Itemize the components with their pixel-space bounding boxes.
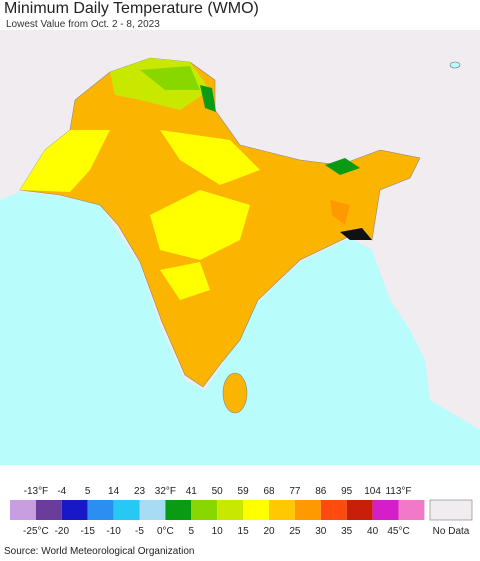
celsius-label: -20 <box>55 526 70 537</box>
celsius-label: 0°C <box>157 526 174 537</box>
region-green <box>140 66 200 90</box>
legend-swatch <box>165 500 192 520</box>
legend-swatch <box>191 500 218 520</box>
celsius-label: -25°C <box>23 526 49 537</box>
fahrenheit-label: 50 <box>212 486 224 497</box>
celsius-label: 5 <box>189 526 195 537</box>
celsius-label: 30 <box>315 526 327 537</box>
fahrenheit-label: 41 <box>186 486 198 497</box>
legend: -13°F -4 5 14 23 32°F 41 50 59 68 77 86 95 104 113°F -2… <box>10 486 473 537</box>
delta <box>340 228 372 240</box>
legend-swatch <box>61 500 88 520</box>
region-dark-orange <box>330 200 350 225</box>
celsius-label: -15 <box>80 526 95 537</box>
celsius-label: 10 <box>212 526 224 537</box>
celsius-label: 35 <box>341 526 353 537</box>
celsius-label: 45°C <box>387 526 409 537</box>
fahrenheit-label: 5 <box>85 486 91 497</box>
legend-swatch <box>139 500 166 520</box>
map <box>0 30 480 465</box>
celsius-label: 25 <box>289 526 301 537</box>
fahrenheit-label: -13°F <box>24 486 49 497</box>
region-yellow <box>150 190 250 260</box>
fahrenheit-label: 86 <box>315 486 327 497</box>
legend-swatch <box>320 500 347 520</box>
legend-swatch <box>10 500 36 520</box>
fahrenheit-label: 104 <box>364 486 381 497</box>
region-yellow <box>160 262 210 300</box>
fahrenheit-label: 32°F <box>155 486 176 497</box>
title: Minimum Daily Temperature (WMO) <box>4 0 259 17</box>
legend-swatch <box>87 500 114 520</box>
region-yellow <box>20 130 110 192</box>
lake <box>449 61 461 69</box>
legend-swatch <box>113 500 140 520</box>
fahrenheit-label: 14 <box>108 486 120 497</box>
legend-swatch <box>398 500 425 520</box>
celsius-label: 40 <box>367 526 379 537</box>
sri-lanka <box>222 372 248 414</box>
celsius-label: 20 <box>263 526 275 537</box>
fahrenheit-label: 77 <box>289 486 301 497</box>
celsius-label: -10 <box>106 526 121 537</box>
region-dark-green <box>200 85 216 112</box>
fahrenheit-label: 23 <box>134 486 146 497</box>
legend-swatch <box>346 500 373 520</box>
fahrenheit-label: 59 <box>238 486 250 497</box>
legend-swatch <box>294 500 321 520</box>
legend-swatch <box>35 500 62 520</box>
legend-swatch <box>217 500 244 520</box>
fahrenheit-label: 95 <box>341 486 353 497</box>
subtitle: Lowest Value from Oct. 2 - 8, 2023 <box>6 19 160 30</box>
fahrenheit-label: 68 <box>263 486 275 497</box>
fahrenheit-label: -4 <box>57 486 66 497</box>
no-data-swatch <box>429 499 473 521</box>
ocean <box>0 192 480 465</box>
source: Source: World Meteorological Organizatio… <box>4 546 195 557</box>
legend-swatch <box>243 500 269 520</box>
legend-swatch <box>269 500 295 520</box>
region-dark-green <box>325 158 360 175</box>
region-yellow <box>160 130 260 185</box>
no-data-label: No Data <box>433 526 470 537</box>
celsius-label: -5 <box>135 526 144 537</box>
celsius-label: 15 <box>238 526 250 537</box>
legend-swatch <box>372 500 399 520</box>
fahrenheit-label: 113°F <box>385 486 411 497</box>
